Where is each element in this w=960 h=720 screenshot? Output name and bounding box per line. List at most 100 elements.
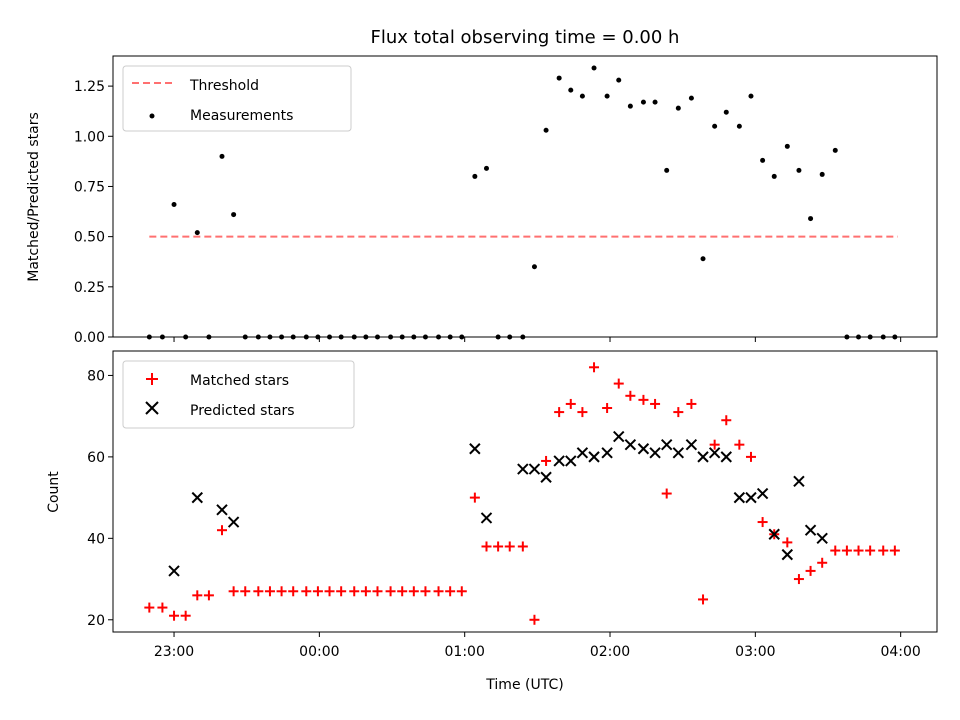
- predicted-point: [613, 430, 625, 443]
- predicted-point: [517, 463, 529, 475]
- matched-point: [203, 590, 214, 601]
- count-ylabel: Count: [46, 471, 62, 513]
- count-panel: Count Time (UTC) 20 40 60 80 23:00 00:00 01:00…: [46, 350, 938, 693]
- predicted-point: [660, 438, 673, 451]
- count-xtick-label: 01:00: [445, 644, 485, 660]
- matched-point: [349, 586, 360, 597]
- predicted-point-b: [528, 463, 541, 475]
- measurement-point: [531, 264, 537, 270]
- measurement-point: [171, 202, 177, 208]
- matched-point: [757, 517, 768, 528]
- predicted-point: [745, 491, 757, 504]
- matched-point: [253, 586, 264, 597]
- matched-point: [782, 537, 793, 548]
- legend-threshold-label: Threshold: [189, 78, 259, 94]
- predicted-point: [708, 447, 721, 459]
- matched-point: [698, 594, 709, 605]
- legend-matched-swatch: [146, 373, 158, 385]
- measurement-point: [760, 157, 766, 163]
- predicted-point: [576, 447, 589, 459]
- predicted-point-b: [793, 475, 805, 488]
- matched-point: [169, 610, 180, 621]
- predicted-point-b: [745, 491, 757, 504]
- count-marks: [144, 362, 900, 625]
- predicted-point: [756, 487, 769, 500]
- matched-point: [481, 541, 492, 552]
- legend-predicted-label: Predicted stars: [190, 403, 295, 419]
- matched-point: [817, 557, 828, 568]
- predicted-point-b: [660, 438, 673, 451]
- matched-point: [228, 586, 239, 597]
- predicted-point: [480, 512, 493, 524]
- matched-point: [734, 439, 745, 450]
- matched-point: [372, 586, 383, 597]
- predicted-point: [720, 451, 732, 463]
- matched-point: [721, 415, 732, 426]
- count-ytick-label: 80: [87, 368, 105, 384]
- matched-point: [288, 586, 299, 597]
- count-xtick-label: 02:00: [590, 644, 630, 660]
- measurement-point: [483, 165, 489, 171]
- predicted-point-b: [216, 504, 228, 516]
- matched-point: [841, 545, 852, 556]
- measurement-point: [700, 256, 706, 262]
- legend-matched-label: Matched stars: [190, 373, 289, 389]
- matched-point: [324, 586, 335, 597]
- ratio-ylabel: Matched/Predicted stars: [26, 112, 42, 282]
- matched-point: [504, 541, 515, 552]
- measurement-point: [832, 147, 838, 153]
- predicted-point-b: [469, 443, 481, 455]
- matched-point: [360, 586, 371, 597]
- measurement-point: [556, 75, 562, 81]
- matched-point: [638, 394, 649, 405]
- measurement-point: [543, 127, 549, 133]
- matched-point: [420, 586, 431, 597]
- count-ytick-label: 60: [87, 450, 105, 466]
- predicted-point: [216, 504, 228, 516]
- matched-point: [686, 398, 697, 409]
- predicted-point: [781, 548, 794, 561]
- matched-point: [397, 586, 408, 597]
- matched-point: [493, 541, 504, 552]
- matched-point: [589, 362, 600, 373]
- matched-point: [865, 545, 876, 556]
- legend-measurements-swatch: [149, 113, 155, 119]
- count-axes-frame: [112, 350, 938, 633]
- matched-point: [554, 407, 565, 418]
- measurement-point: [604, 93, 610, 99]
- matched-point: [793, 574, 804, 585]
- count-xtick-label: 00:00: [299, 644, 339, 660]
- predicted-point: [816, 532, 828, 545]
- matched-point: [565, 398, 576, 409]
- predicted-point-b: [685, 438, 698, 451]
- matched-point: [180, 610, 191, 621]
- measurement-point: [616, 77, 622, 83]
- ratio-ytick-label: 0.75: [74, 179, 105, 195]
- measurement-point: [723, 109, 729, 115]
- ratio-legend: Threshold Measurements: [122, 65, 352, 132]
- matched-point: [709, 439, 720, 450]
- predicted-point-b: [720, 451, 732, 463]
- ratio-marks: [146, 65, 898, 340]
- predicted-point: [528, 463, 541, 475]
- count-axis-ticks: 20 40 60 80 23:00 00:00 01:00 02:00 03:00 04:00: [87, 368, 921, 660]
- predicted-point-b: [624, 438, 637, 451]
- ratio-panel: Matched/Predicted stars 0.00 0.25 0.50 0.75…: [26, 55, 938, 346]
- measurement-point: [652, 99, 658, 105]
- matched-point: [661, 488, 672, 499]
- ratio-ytick-label: 1.25: [74, 79, 105, 95]
- measurement-point: [748, 93, 754, 99]
- measurement-point: [819, 171, 825, 177]
- matched-point: [144, 602, 155, 613]
- predicted-point-b: [781, 548, 794, 561]
- matched-point: [673, 407, 684, 418]
- matched-point: [240, 586, 251, 597]
- predicted-point: [637, 443, 650, 455]
- predicted-point-b: [576, 447, 589, 459]
- matched-point: [157, 602, 168, 613]
- predicted-point: [588, 451, 600, 463]
- matched-point: [889, 545, 900, 556]
- predicted-point: [685, 438, 698, 451]
- predicted-point: [227, 516, 240, 528]
- predicted-point-b: [553, 455, 565, 467]
